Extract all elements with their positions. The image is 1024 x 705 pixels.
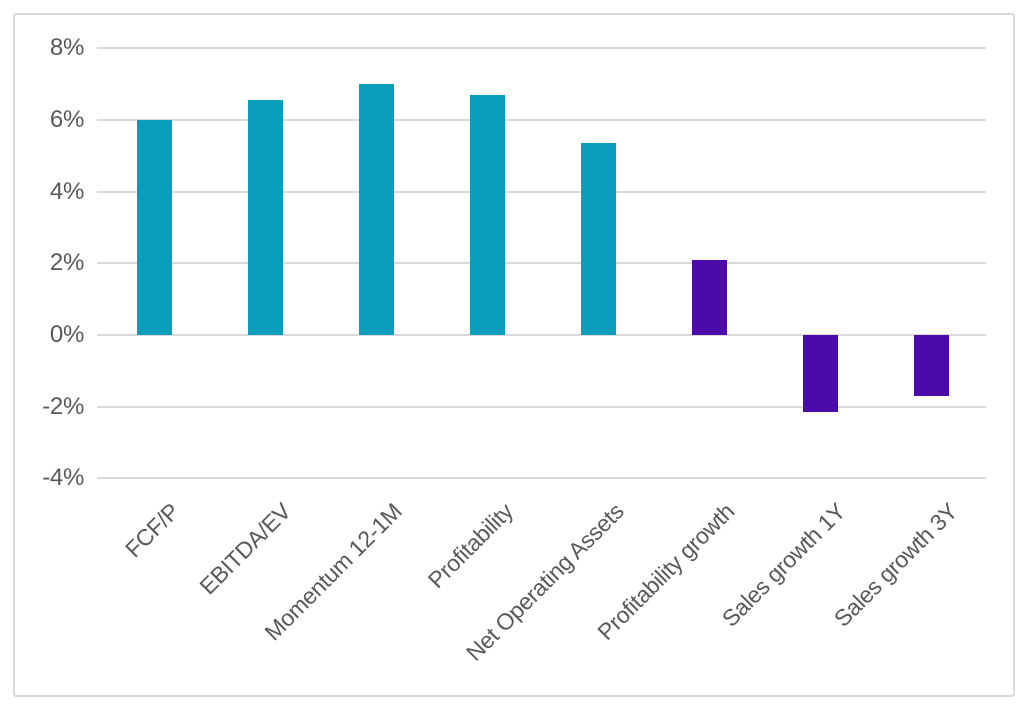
bar-momentum-12-1m [358, 84, 394, 335]
x-axis-category-label: FCF/P [120, 498, 185, 563]
bar-ebitda-ev [247, 100, 283, 335]
bar-sales-growth-1y [802, 335, 838, 413]
y-axis-tick-label: 0% [49, 321, 84, 348]
bar-profitability-growth [691, 259, 727, 335]
y-axis-tick-label: -4% [42, 464, 84, 492]
y-axis-tick-label: 8% [49, 34, 84, 62]
gridline-4% [97, 190, 986, 193]
gridline--2% [97, 405, 986, 408]
y-axis-tick-label: 4% [49, 177, 84, 205]
gridline-2% [97, 262, 986, 265]
x-axis-category-label: Profitability [422, 498, 518, 594]
y-axis-tick-label: -2% [42, 392, 84, 420]
gridline-8% [97, 47, 986, 50]
bar-sales-growth-3y [913, 335, 949, 396]
bar-profitability [469, 94, 505, 335]
gridline--4% [97, 477, 986, 480]
y-axis-tick-label: 6% [49, 106, 84, 134]
gridline-6% [97, 119, 986, 122]
bar-fcf-p [136, 120, 172, 335]
gridline-0% [97, 334, 986, 336]
bar-net-operating-assets [580, 143, 616, 335]
chart-frame [13, 13, 1015, 697]
x-axis-category-label: EBITDA/EV [194, 498, 296, 600]
y-axis-tick-label: 2% [49, 249, 84, 277]
